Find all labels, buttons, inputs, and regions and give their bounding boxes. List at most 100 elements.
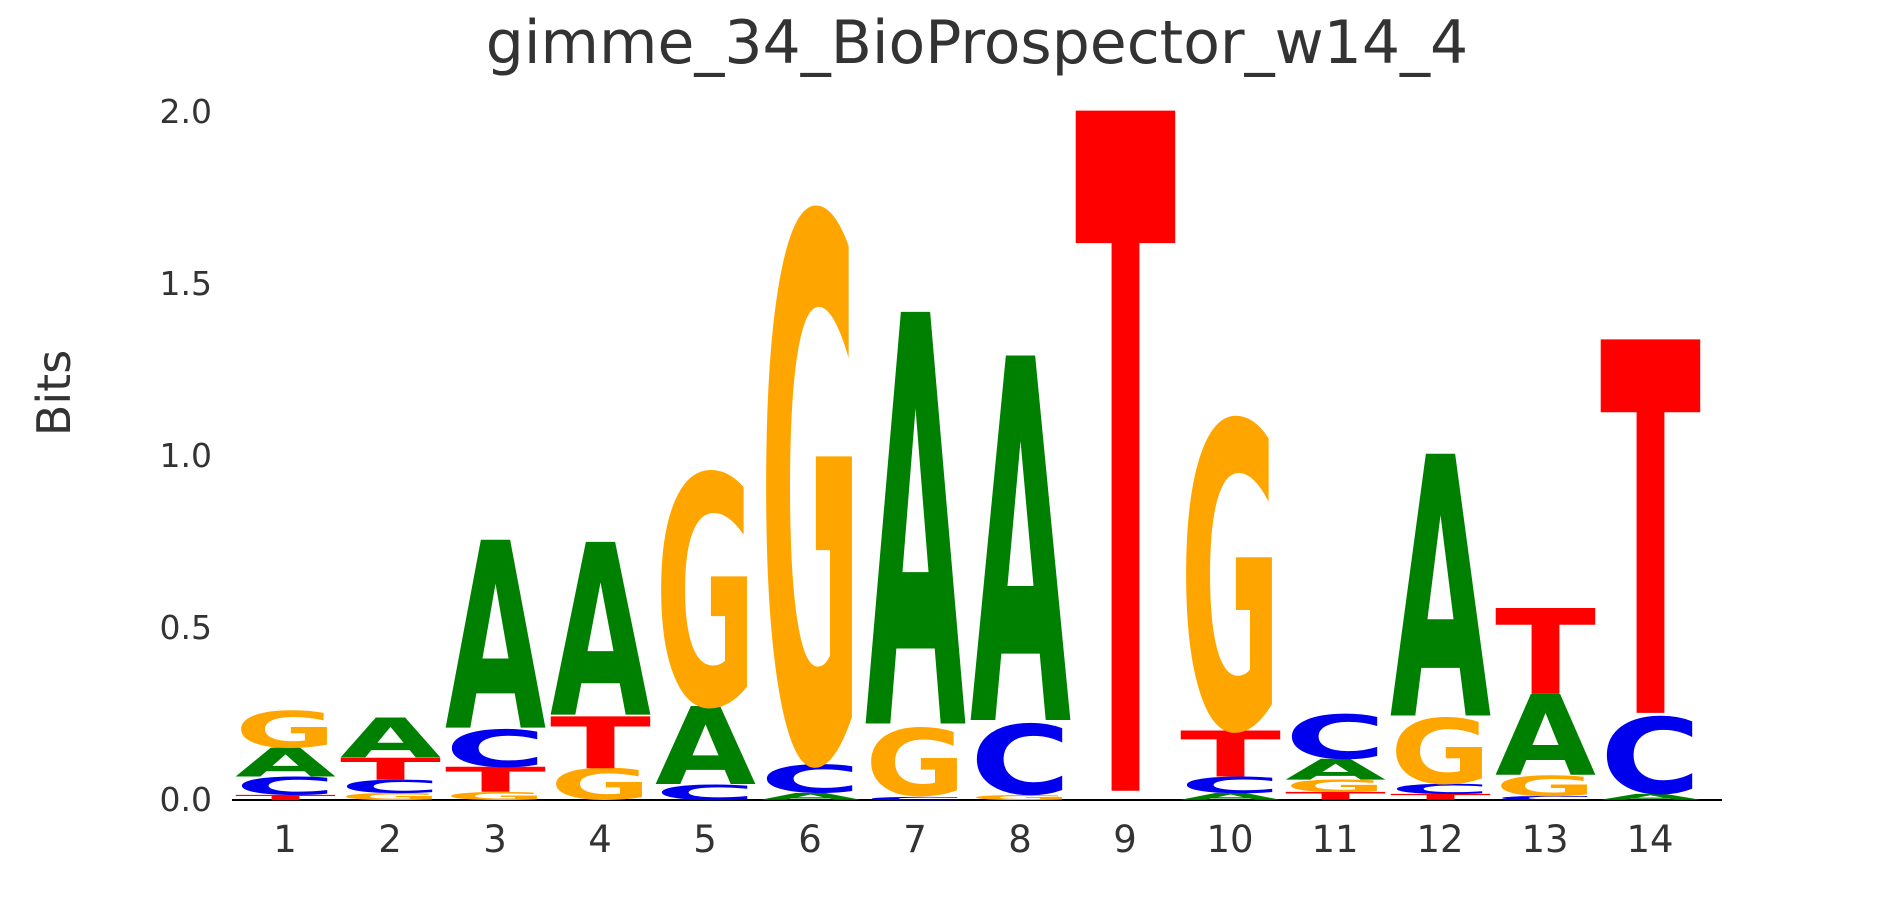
logo-letter-G-pos5: G <box>655 413 756 779</box>
logo-letter-G-pos6: G <box>760 68 861 900</box>
x-tick-label-3: 3 <box>483 818 507 861</box>
svg-text:T: T <box>550 702 652 785</box>
logo-letter-T-pos9: T <box>1075 0 1177 900</box>
logo-column-9: T <box>1073 0 1178 900</box>
svg-text:G: G <box>235 702 336 760</box>
svg-text:C: C <box>1600 698 1701 819</box>
svg-text:A: A <box>1495 672 1596 801</box>
svg-text:C: C <box>445 719 546 778</box>
logo-letter-G-pos12: G <box>1390 702 1491 805</box>
logo-letter-T-pos10: T <box>1180 718 1281 791</box>
svg-text:T: T <box>1180 718 1281 791</box>
svg-text:T: T <box>340 752 441 787</box>
svg-text:T: T <box>1285 790 1386 803</box>
logo-letter-A-pos7: A <box>865 200 967 857</box>
logo-letter-A-pos6: A <box>760 791 862 802</box>
x-tick-label-6: 6 <box>798 818 822 861</box>
x-tick-label-13: 13 <box>1521 818 1569 861</box>
logo-letter-C-pos6: C <box>760 758 861 802</box>
svg-text:G: G <box>550 761 651 810</box>
svg-text:A: A <box>1390 383 1492 801</box>
logo-letter-T-pos1: T <box>235 793 336 801</box>
logo-letter-T-pos2: T <box>340 752 441 787</box>
y-axis-label: Bits <box>27 349 81 437</box>
logo-letter-A-pos12: A <box>1390 383 1492 801</box>
x-tick-label-9: 9 <box>1113 818 1137 861</box>
logo-letter-A-pos13: A <box>1495 672 1596 801</box>
logo-letter-A-pos5: A <box>655 684 756 809</box>
logo-letter-T-pos11: T <box>1285 790 1386 803</box>
x-tick-label-11: 11 <box>1311 818 1359 861</box>
svg-text:T: T <box>235 793 336 801</box>
x-tick-label-5: 5 <box>693 818 717 861</box>
svg-text:C: C <box>655 781 756 805</box>
svg-text:C: C <box>340 777 441 798</box>
logo-letter-T-pos13: T <box>1495 584 1596 721</box>
logo-letter-C-pos11: C <box>1285 703 1386 773</box>
svg-text:G: G <box>445 790 546 803</box>
svg-text:A: A <box>865 200 967 857</box>
svg-text:G: G <box>970 793 1071 801</box>
x-axis-line <box>232 799 1722 801</box>
logo-letter-G-pos4: G <box>550 761 651 810</box>
svg-text:T: T <box>1075 0 1177 900</box>
svg-text:T: T <box>445 760 547 800</box>
logo-letter-A-pos2: A <box>340 708 441 771</box>
y-tick-label-1.5: 1.5 <box>159 264 212 303</box>
svg-text:G: G <box>1390 702 1491 805</box>
logo-letter-G-pos1: G <box>235 702 336 760</box>
x-tick-label-2: 2 <box>378 818 402 861</box>
x-tick-label-14: 14 <box>1626 818 1674 861</box>
logo-letter-C-pos13: C <box>1495 795 1596 802</box>
logo-letter-T-pos12: T <box>1390 793 1491 802</box>
logo-letter-A-pos3: A <box>445 489 546 789</box>
svg-text:T: T <box>1390 793 1491 802</box>
logo-letter-A-pos10: A <box>1180 791 1282 802</box>
logo-letter-G-pos3: G <box>445 790 546 803</box>
logo-letter-C-pos14: C <box>1600 698 1701 819</box>
svg-text:A: A <box>340 708 441 771</box>
logo-letter-A-pos14: A <box>1600 793 1702 802</box>
logo-letter-A-pos8: A <box>970 257 1072 839</box>
svg-text:G: G <box>655 413 756 779</box>
svg-text:C: C <box>1495 795 1596 802</box>
logo-letter-G-pos7: G <box>865 710 966 818</box>
svg-text:C: C <box>1390 781 1491 797</box>
logo-letter-C-pos5: C <box>655 781 756 805</box>
logo-letter-G-pos13: G <box>1495 770 1596 802</box>
logo-letter-A-pos11: A <box>1285 753 1387 787</box>
x-tick-label-4: 4 <box>588 818 612 861</box>
svg-text:G: G <box>1285 777 1386 796</box>
logo-letter-C-pos2: C <box>340 777 441 798</box>
svg-text:A: A <box>760 791 862 802</box>
svg-text:A: A <box>1180 791 1282 802</box>
svg-text:C: C <box>865 796 966 801</box>
svg-text:A: A <box>655 684 756 809</box>
x-tick-label-8: 8 <box>1008 818 1032 861</box>
logo-letter-T-pos4: T <box>550 702 652 785</box>
svg-text:C: C <box>235 772 336 800</box>
svg-text:C: C <box>1285 703 1386 773</box>
svg-text:C: C <box>1180 773 1281 799</box>
svg-text:A: A <box>970 257 1072 839</box>
logo-letter-C-pos8: C <box>970 706 1071 817</box>
chart-title: gimme_34_BioProspector_w14_4 <box>485 8 1469 78</box>
y-tick-label-2.0: 2.0 <box>159 92 212 131</box>
logo-letter-G-pos11: G <box>1285 777 1386 796</box>
svg-text:G: G <box>1180 338 1281 826</box>
svg-text:T: T <box>1495 584 1596 721</box>
svg-text:A: A <box>1600 793 1702 802</box>
svg-text:C: C <box>760 758 861 802</box>
